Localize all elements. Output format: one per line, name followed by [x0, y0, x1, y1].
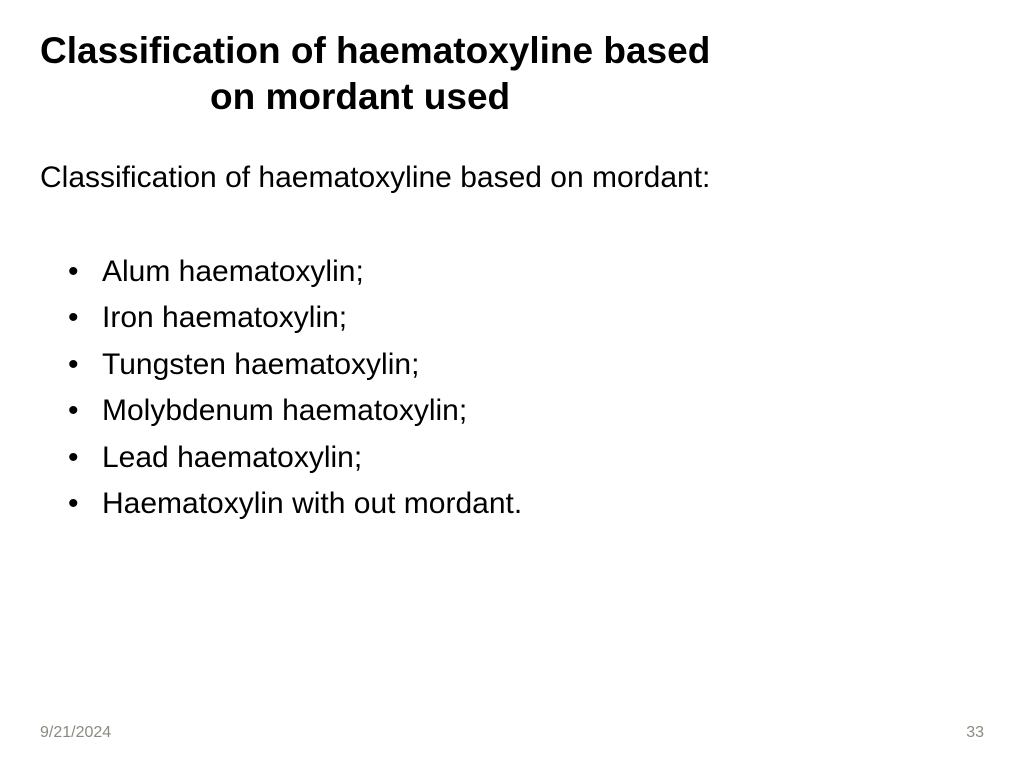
list-item: Iron haematoxylin;: [68, 295, 984, 342]
list-item: Alum haematoxylin;: [68, 249, 984, 296]
list-item: Haematoxylin with out mordant.: [68, 481, 984, 528]
list-item: Lead haematoxylin;: [68, 435, 984, 482]
slide-title: Classification of haematoxyline based on…: [40, 28, 984, 121]
list-item: Tungsten haematoxylin;: [68, 342, 984, 389]
footer-page: 33: [966, 724, 984, 742]
footer: 9/21/2024 33: [40, 724, 984, 742]
title-line-1: Classification of haematoxyline based: [40, 28, 984, 74]
title-line-2: on mordant used: [40, 74, 984, 120]
subtitle: Classification of haematoxyline based on…: [40, 161, 984, 195]
footer-date: 9/21/2024: [40, 724, 111, 742]
bullet-list: Alum haematoxylin; Iron haematoxylin; Tu…: [40, 249, 984, 528]
list-item: Molybdenum haematoxylin;: [68, 388, 984, 435]
